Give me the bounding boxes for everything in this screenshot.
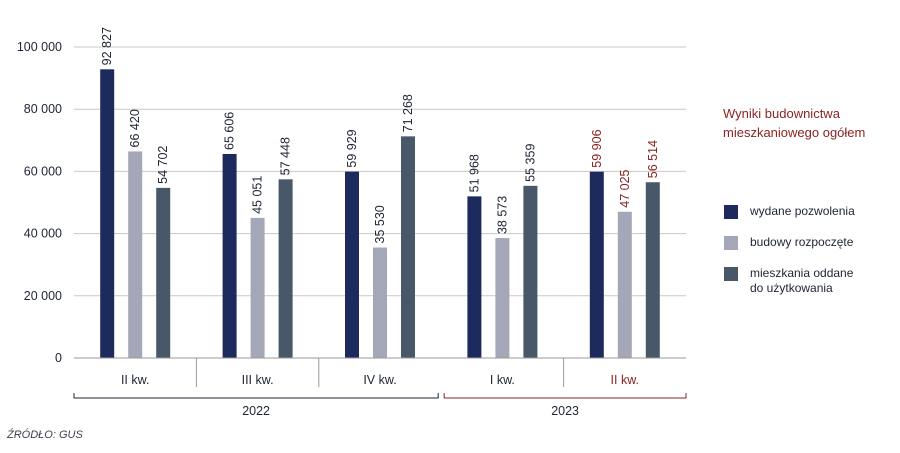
bar-value-label: 55 359	[523, 144, 537, 182]
chart-title-line-2: mieszkaniowego ogółem	[723, 125, 866, 140]
x-tick-label: II kw.	[611, 373, 639, 387]
bar-value-label: 59 906	[590, 129, 604, 167]
chart-title-line-1: Wyniki budownictwa	[723, 106, 840, 121]
y-tick-label: 0	[55, 351, 62, 365]
bar-value-label: 38 573	[495, 196, 509, 234]
x-tick-label: IV kw.	[363, 373, 396, 387]
bar-value-label: 66 420	[128, 109, 142, 147]
x-tick-label: II kw.	[121, 373, 149, 387]
bar	[617, 211, 632, 358]
legend-label-completed: mieszkania oddane do użytkowania	[750, 266, 854, 295]
bar-value-label: 45 051	[251, 176, 265, 214]
gridlines	[74, 46, 686, 297]
bar	[373, 247, 387, 358]
bar-value-label: 65 606	[223, 112, 237, 150]
legend: wydane pozwolenia budowy rozpoczęte mies…	[724, 204, 900, 312]
bar	[589, 171, 604, 358]
year-bracket	[73, 393, 439, 399]
year-label: 2023	[551, 404, 579, 418]
bar	[645, 182, 660, 358]
bar-value-label: 56 514	[646, 140, 660, 178]
bars	[100, 69, 660, 358]
legend-item-started: budowy rozpoczęte	[724, 235, 900, 250]
bar	[278, 179, 293, 358]
legend-item-permits: wydane pozwolenia	[724, 204, 900, 219]
legend-label-started: budowy rozpoczęte	[750, 235, 854, 249]
legend-swatch-completed	[724, 267, 738, 281]
x-tick-label: I kw.	[490, 373, 515, 387]
legend-swatch-started	[724, 236, 738, 250]
chart-title: Wyniki budownictwa mieszkaniowego ogółem	[723, 104, 898, 142]
bar-value-label: 35 530	[373, 205, 387, 243]
y-axis-ticks: 0 20 000 40 000 60 000 80 000 100 000	[17, 40, 62, 365]
y-tick-label: 40 000	[24, 227, 62, 241]
bar	[156, 187, 171, 358]
y-tick-label: 60 000	[24, 164, 62, 178]
bar-value-label: 59 929	[345, 129, 359, 167]
bar-value-label: 54 702	[156, 146, 170, 184]
bar	[467, 196, 482, 358]
legend-swatch-permits	[724, 205, 738, 219]
bar-value-label: 47 025	[618, 169, 632, 207]
year-bracket	[443, 393, 687, 399]
legend-item-completed: mieszkania oddane do użytkowania	[724, 266, 900, 296]
bar	[100, 69, 115, 358]
bar-value-label: 92 827	[100, 27, 114, 65]
source-note: ŹRÓDŁO: GUS	[7, 429, 83, 441]
bar	[495, 238, 510, 358]
bar-value-label: 51 968	[467, 154, 481, 192]
bar	[222, 153, 237, 358]
bar-value-label: 71 268	[401, 94, 415, 132]
bar-value-label: 57 448	[279, 137, 293, 175]
y-tick-label: 20 000	[24, 289, 62, 303]
bar	[250, 217, 265, 358]
x-tick-label: III kw.	[242, 373, 274, 387]
bar-value-labels: 92 827 66 420 54 702 65 606 45 051 57 448 59 9…	[100, 27, 660, 243]
y-tick-label: 100 000	[17, 40, 62, 54]
year-label: 2022	[242, 404, 270, 418]
bar	[401, 136, 415, 358]
legend-label-permits: wydane pozwolenia	[750, 204, 855, 218]
bar	[523, 185, 538, 358]
bar	[128, 151, 143, 358]
y-tick-label: 80 000	[24, 102, 62, 116]
bar	[345, 171, 359, 358]
x-axis: II kw. III kw. IV kw. I kw. II kw. 2022 2023	[73, 357, 687, 418]
